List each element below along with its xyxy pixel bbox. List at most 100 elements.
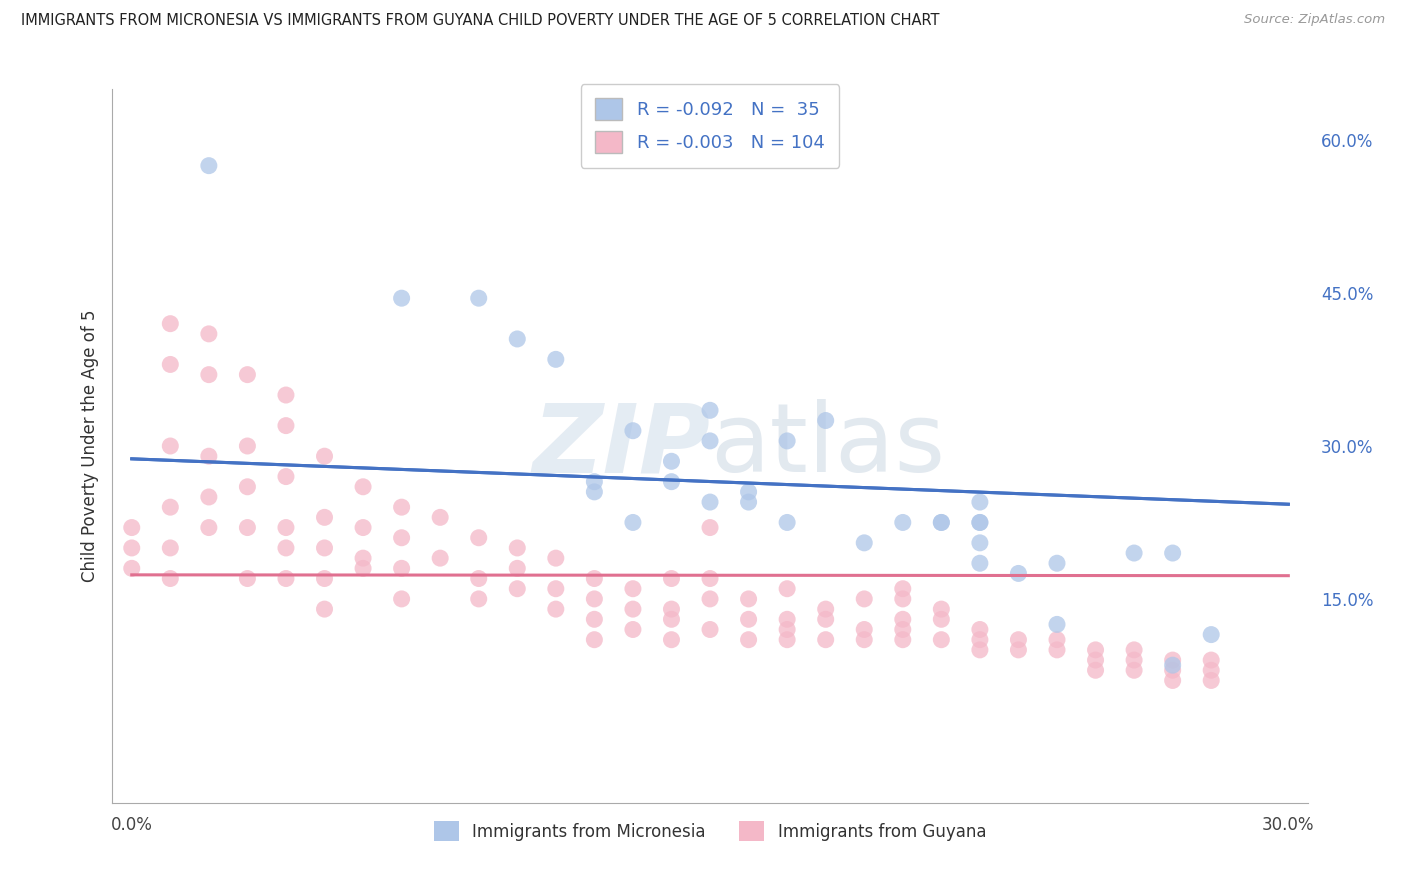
Point bbox=[236, 368, 259, 382]
Point bbox=[1199, 663, 1222, 677]
Legend: Immigrants from Micronesia, Immigrants from Guyana: Immigrants from Micronesia, Immigrants f… bbox=[427, 814, 993, 848]
Point bbox=[198, 520, 221, 534]
Point bbox=[931, 612, 953, 626]
Point bbox=[1084, 663, 1107, 677]
Point bbox=[699, 520, 721, 534]
Point bbox=[969, 516, 991, 530]
Point bbox=[737, 495, 759, 509]
Point bbox=[544, 551, 567, 566]
Point bbox=[159, 500, 181, 515]
Point bbox=[814, 413, 837, 427]
Point bbox=[198, 368, 221, 382]
Point bbox=[699, 591, 721, 606]
Point bbox=[891, 612, 914, 626]
Point bbox=[352, 551, 374, 566]
Text: Source: ZipAtlas.com: Source: ZipAtlas.com bbox=[1244, 13, 1385, 27]
Point bbox=[853, 591, 876, 606]
Point bbox=[314, 541, 336, 555]
Point bbox=[814, 602, 837, 616]
Point bbox=[661, 602, 683, 616]
Point bbox=[853, 536, 876, 550]
Point bbox=[969, 643, 991, 657]
Point bbox=[274, 418, 297, 433]
Point bbox=[699, 434, 721, 448]
Point bbox=[467, 291, 489, 305]
Point bbox=[853, 632, 876, 647]
Point bbox=[621, 582, 644, 596]
Point bbox=[429, 551, 451, 566]
Point bbox=[159, 439, 181, 453]
Point bbox=[198, 159, 221, 173]
Point bbox=[621, 516, 644, 530]
Point bbox=[391, 500, 413, 515]
Point bbox=[352, 561, 374, 575]
Point bbox=[583, 612, 606, 626]
Point bbox=[274, 388, 297, 402]
Point bbox=[1161, 653, 1184, 667]
Point bbox=[159, 541, 181, 555]
Point bbox=[699, 572, 721, 586]
Point bbox=[969, 632, 991, 647]
Point bbox=[776, 612, 799, 626]
Text: atlas: atlas bbox=[710, 400, 945, 492]
Point bbox=[969, 536, 991, 550]
Point bbox=[776, 434, 799, 448]
Point bbox=[661, 475, 683, 489]
Point bbox=[1199, 673, 1222, 688]
Point bbox=[467, 572, 489, 586]
Point bbox=[621, 424, 644, 438]
Point bbox=[467, 591, 489, 606]
Point bbox=[891, 632, 914, 647]
Point bbox=[314, 602, 336, 616]
Point bbox=[544, 602, 567, 616]
Point bbox=[969, 516, 991, 530]
Point bbox=[506, 561, 529, 575]
Point bbox=[1084, 643, 1107, 657]
Point bbox=[314, 449, 336, 463]
Point bbox=[1007, 632, 1029, 647]
Point bbox=[583, 591, 606, 606]
Point bbox=[1199, 627, 1222, 641]
Point bbox=[1007, 566, 1029, 581]
Point bbox=[121, 520, 143, 534]
Point bbox=[236, 480, 259, 494]
Point bbox=[1046, 617, 1069, 632]
Point bbox=[891, 623, 914, 637]
Point bbox=[506, 582, 529, 596]
Point bbox=[661, 612, 683, 626]
Point bbox=[506, 332, 529, 346]
Point bbox=[1123, 653, 1146, 667]
Point bbox=[159, 317, 181, 331]
Text: IMMIGRANTS FROM MICRONESIA VS IMMIGRANTS FROM GUYANA CHILD POVERTY UNDER THE AGE: IMMIGRANTS FROM MICRONESIA VS IMMIGRANTS… bbox=[21, 13, 939, 29]
Point bbox=[1161, 673, 1184, 688]
Point bbox=[621, 623, 644, 637]
Point bbox=[931, 632, 953, 647]
Point bbox=[198, 326, 221, 341]
Point bbox=[274, 520, 297, 534]
Point bbox=[314, 572, 336, 586]
Point bbox=[544, 582, 567, 596]
Point bbox=[236, 572, 259, 586]
Point bbox=[506, 541, 529, 555]
Point bbox=[429, 510, 451, 524]
Point bbox=[661, 572, 683, 586]
Point bbox=[583, 632, 606, 647]
Point bbox=[583, 572, 606, 586]
Point bbox=[891, 516, 914, 530]
Y-axis label: Child Poverty Under the Age of 5: Child Poverty Under the Age of 5 bbox=[80, 310, 98, 582]
Point bbox=[891, 582, 914, 596]
Point bbox=[544, 352, 567, 367]
Point bbox=[159, 572, 181, 586]
Point bbox=[391, 561, 413, 575]
Point bbox=[274, 469, 297, 483]
Point bbox=[737, 591, 759, 606]
Point bbox=[1161, 663, 1184, 677]
Point bbox=[1199, 653, 1222, 667]
Point bbox=[931, 602, 953, 616]
Point bbox=[931, 516, 953, 530]
Point bbox=[891, 591, 914, 606]
Point bbox=[583, 475, 606, 489]
Point bbox=[969, 623, 991, 637]
Point bbox=[391, 591, 413, 606]
Point bbox=[661, 454, 683, 468]
